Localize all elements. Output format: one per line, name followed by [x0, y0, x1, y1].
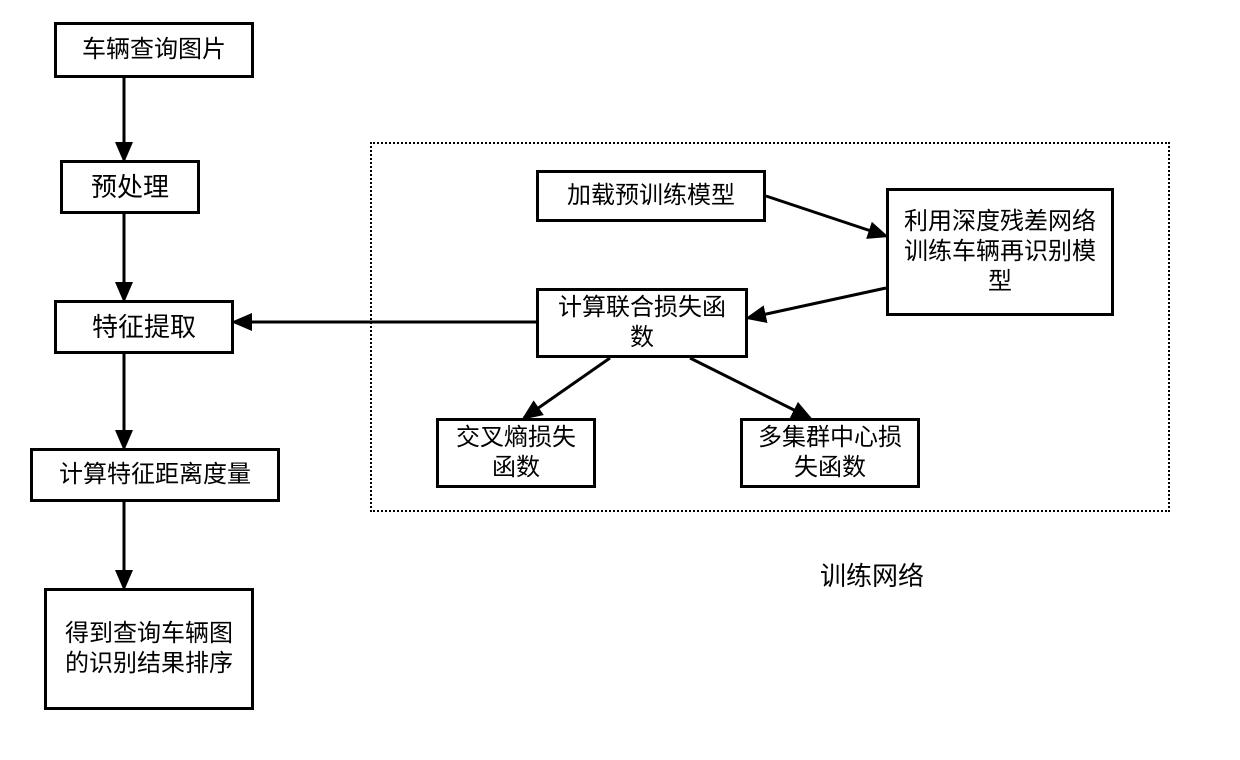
node-label: 多集群中心损失函数	[751, 423, 909, 483]
node-cross-entropy-loss: 交叉熵损失函数	[436, 418, 596, 488]
node-label: 车辆查询图片	[82, 35, 226, 65]
node-label: 特征提取	[92, 311, 196, 344]
node-label: 利用深度残差网络训练车辆再识别模型	[897, 207, 1103, 297]
node-multi-cluster-center-loss: 多集群中心损失函数	[740, 418, 920, 488]
node-label: 计算联合损失函数	[547, 293, 737, 353]
node-load-pretrained: 加载预训练模型	[536, 170, 766, 222]
node-vehicle-query-image: 车辆查询图片	[54, 22, 254, 78]
flowchart-canvas: 训练网络 车辆查询图片 预处理 特征提取 计算特征距离度量 得到查询车辆图的识别…	[0, 0, 1240, 760]
node-result-ranking: 得到查询车辆图的识别结果排序	[44, 588, 254, 710]
node-feature-extraction: 特征提取	[54, 300, 234, 354]
node-joint-loss: 计算联合损失函数	[536, 288, 748, 358]
node-label: 计算特征距离度量	[59, 460, 251, 490]
node-feature-distance: 计算特征距离度量	[30, 448, 280, 502]
node-train-resnet-model: 利用深度残差网络训练车辆再识别模型	[886, 188, 1114, 316]
training-network-label: 训练网络	[820, 556, 924, 593]
node-preprocessing: 预处理	[60, 160, 200, 214]
node-label: 交叉熵损失函数	[447, 423, 585, 483]
node-label: 得到查询车辆图的识别结果排序	[55, 619, 243, 679]
node-label: 加载预训练模型	[567, 181, 735, 211]
node-label: 预处理	[91, 171, 169, 204]
